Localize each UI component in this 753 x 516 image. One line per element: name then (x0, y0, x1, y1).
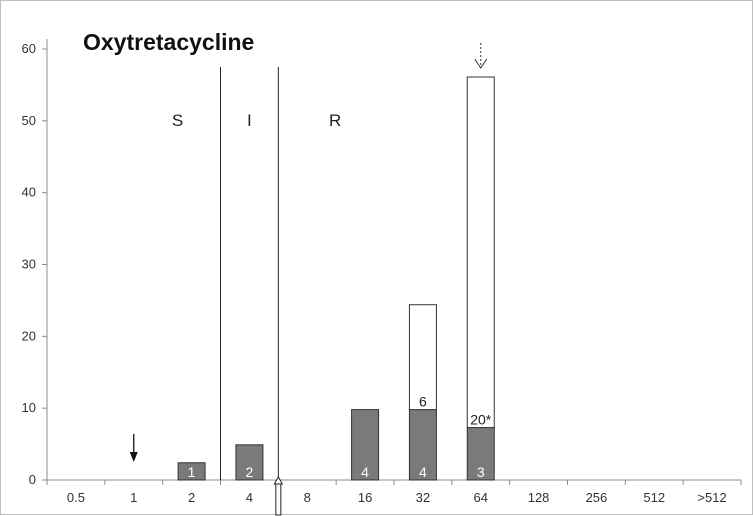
bar-labels: 1 2 4 4 3 6 20* (188, 394, 492, 480)
zone-label-r: R (329, 111, 341, 130)
bar-upper-segment (466, 76, 495, 429)
bars (177, 76, 495, 481)
bar-value-label: 4 (419, 464, 427, 480)
axis-marker-head (273, 475, 284, 485)
x-tick-label: 2 (188, 490, 195, 505)
bar-lower-segment (466, 427, 495, 481)
dashed-arrow-head (474, 58, 488, 69)
x-tick-label: 8 (304, 490, 311, 505)
bar-lower-segment (235, 444, 264, 481)
x-tick-label: 64 (474, 490, 488, 505)
zone-label-i: I (247, 111, 252, 130)
bar-value-label: 2 (246, 464, 254, 480)
bar-lower-segment (177, 462, 206, 481)
y-tick-label: 60 (22, 41, 36, 56)
y-tick-label: 50 (22, 113, 36, 128)
x-tick-label: 128 (528, 490, 550, 505)
bar-value-label: 1 (188, 464, 196, 480)
bar-value-label: 3 (477, 464, 485, 480)
bar-upper-segment (408, 304, 437, 411)
y-tick-label: 0 (29, 472, 36, 487)
bar-lower-segment (408, 409, 437, 481)
zone-label-s: S (172, 111, 183, 130)
x-tick-label: 4 (246, 490, 253, 505)
x-tick-label: 1 (130, 490, 137, 505)
bar-lower-segment (351, 409, 380, 481)
bar-value-label: 4 (361, 464, 369, 480)
x-tick-label: 256 (586, 490, 608, 505)
bar-value-label: 6 (419, 394, 427, 410)
arrows (129, 43, 488, 516)
solid-arrow-head (129, 452, 138, 462)
x-tick-label: 0.5 (67, 490, 85, 505)
x-tick-label: 16 (358, 490, 372, 505)
bar-value-label: 20* (470, 412, 492, 428)
y-tick-label: 30 (22, 257, 36, 272)
chart-title: Oxytretacycline (83, 29, 254, 55)
y-tick-label: 40 (22, 185, 36, 200)
y-tick-label: 20 (22, 328, 36, 343)
axis-marker-shaft (275, 481, 282, 516)
x-tick-label: >512 (697, 490, 726, 505)
y-tick-label: 10 (22, 400, 36, 415)
x-tick-label: 512 (643, 490, 665, 505)
x-tick-label: 32 (416, 490, 430, 505)
